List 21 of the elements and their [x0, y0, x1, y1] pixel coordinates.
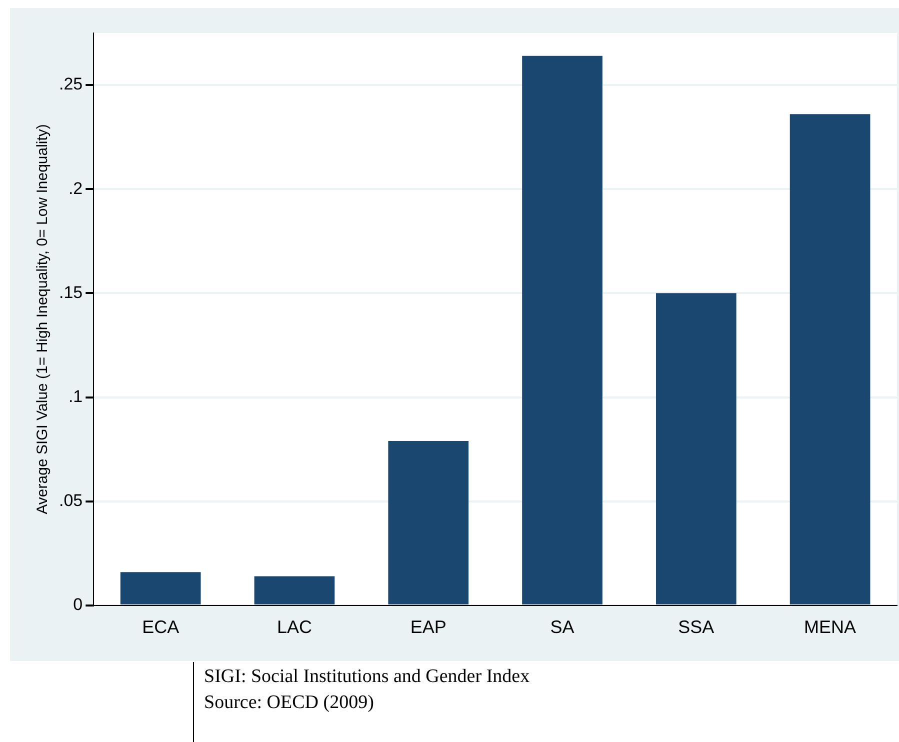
source-note: Source: OECD (2009) — [204, 691, 375, 715]
bar — [254, 576, 335, 604]
bar — [388, 440, 469, 604]
y-tick-label: .1 — [68, 386, 83, 406]
bar — [522, 56, 602, 604]
y-tick-label: .05 — [58, 491, 83, 510]
y-tick-label: .2 — [68, 178, 83, 198]
y-tick-label: .15 — [58, 282, 83, 302]
bar — [120, 572, 201, 604]
x-tick-label: SA — [550, 617, 574, 638]
y-tick-label: 0 — [73, 595, 83, 614]
x-tick-label: ECA — [142, 617, 180, 638]
y-axis-title: Average SIGI Value (1= High Inequality, 0= Low Inequality) — [34, 124, 52, 514]
x-tick-label: MENA — [804, 617, 856, 638]
y-tick-label: .25 — [58, 74, 83, 94]
bar — [790, 114, 870, 604]
x-tick-label: SSA — [678, 617, 714, 638]
text: SIGI: Social Institutions and Gender Index — [204, 665, 530, 689]
bar — [656, 293, 736, 604]
x-tick-label: LAC — [276, 617, 312, 638]
x-tick-label: EAP — [410, 617, 446, 638]
